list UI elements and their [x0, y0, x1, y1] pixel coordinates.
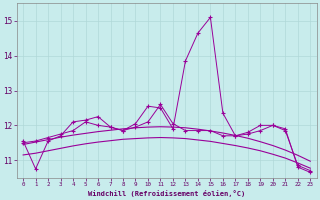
X-axis label: Windchill (Refroidissement éolien,°C): Windchill (Refroidissement éolien,°C): [88, 190, 245, 197]
